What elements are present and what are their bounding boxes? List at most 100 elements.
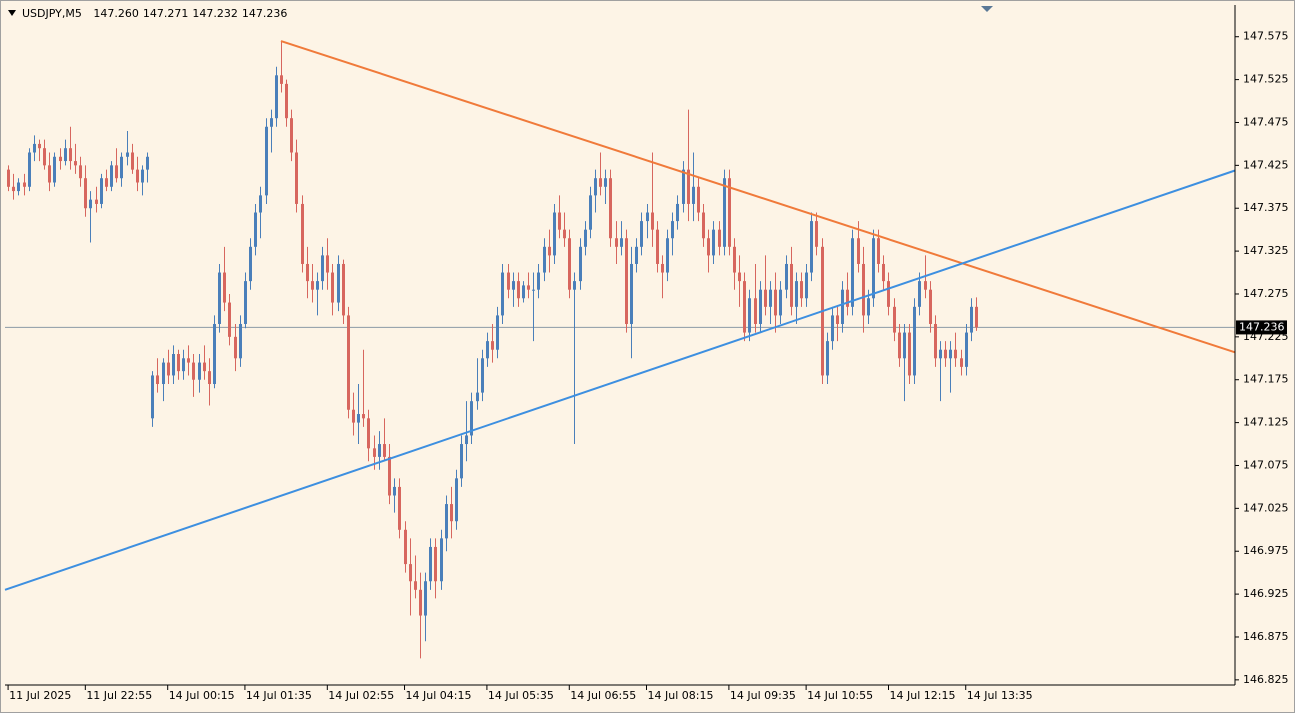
candle-body — [311, 281, 314, 290]
candle-body — [810, 221, 813, 273]
candle-body — [934, 323, 937, 359]
candle-body — [599, 178, 602, 187]
x-tick-label: 11 Jul 22:55 — [86, 689, 152, 702]
candle-body — [100, 178, 103, 204]
candle-body — [321, 255, 324, 282]
candle-body — [841, 289, 844, 324]
menu-arrow[interactable] — [8, 10, 16, 16]
header-value: 147.236 — [242, 7, 288, 20]
candle-body — [33, 143, 36, 153]
candle-body — [187, 358, 190, 363]
candle-body — [826, 341, 829, 376]
candle-body — [162, 362, 165, 385]
candle-body — [707, 238, 710, 256]
candle-body — [306, 263, 309, 282]
candle-body — [249, 246, 252, 282]
candle-body — [671, 221, 674, 239]
candle-body — [527, 285, 530, 290]
candle-body — [522, 285, 525, 299]
candle-body — [38, 143, 41, 149]
x-tick-label: 14 Jul 04:15 — [406, 689, 472, 702]
x-tick-label: 14 Jul 02:55 — [328, 689, 394, 702]
candle-body — [697, 186, 700, 213]
candle-body — [23, 182, 26, 187]
x-tick-label: 14 Jul 06:55 — [570, 689, 636, 702]
candle-body — [754, 298, 757, 324]
candle-body — [434, 546, 437, 582]
x-tick-label: 14 Jul 10:55 — [807, 689, 873, 702]
candle-body — [687, 169, 690, 204]
candle-body — [537, 272, 540, 290]
candle-body — [95, 199, 98, 204]
candle-body — [367, 418, 370, 449]
candle-body — [939, 349, 942, 359]
candle-body — [115, 165, 118, 179]
candle-body — [280, 75, 283, 84]
candle-body — [316, 281, 319, 290]
candle-body — [718, 229, 721, 247]
candle-body — [579, 246, 582, 282]
candle-body — [857, 238, 860, 264]
x-tick-label: 14 Jul 01:35 — [246, 689, 312, 702]
candle-body — [573, 281, 576, 290]
candle-body — [239, 323, 242, 359]
y-tick-label: 147.425 — [1243, 158, 1289, 171]
x-tick-label: 14 Jul 12:15 — [889, 689, 955, 702]
x-tick-label: 14 Jul 00:15 — [169, 689, 235, 702]
candle-body — [929, 289, 932, 324]
candle-body — [702, 212, 705, 239]
last-price-tag — [1236, 320, 1287, 335]
candle-body — [177, 354, 180, 372]
candle-body — [12, 186, 15, 192]
candle-body — [532, 289, 535, 291]
candle-body — [486, 341, 489, 359]
x-tick-label: 11 Jul 2025 — [9, 689, 71, 702]
candle-body — [836, 315, 839, 324]
candle-body — [69, 148, 72, 162]
candle-body — [378, 444, 381, 457]
candle-body — [53, 156, 56, 183]
candle-body — [975, 306, 978, 328]
candle-body — [779, 289, 782, 316]
candle-body — [908, 332, 911, 376]
candle-body — [898, 332, 901, 359]
candle-body — [517, 281, 520, 299]
candle-body — [563, 229, 566, 239]
y-tick-label: 147.075 — [1243, 458, 1289, 471]
candle-body — [862, 263, 865, 316]
candle-body — [646, 212, 649, 222]
candle-body — [882, 263, 885, 282]
candle-body — [795, 281, 798, 307]
candle-body — [120, 156, 123, 179]
candle-body — [455, 478, 458, 522]
x-tick-label: 14 Jul 08:15 — [648, 689, 714, 702]
x-tick-label: 14 Jul 05:35 — [488, 689, 554, 702]
y-tick-label: 147.475 — [1243, 115, 1289, 128]
candle-body — [342, 263, 345, 316]
candle-body — [105, 178, 108, 187]
candle-body — [887, 281, 890, 307]
candle-body — [924, 281, 927, 290]
candle-body — [393, 486, 396, 496]
y-tick-label: 147.275 — [1243, 287, 1289, 300]
candle-body — [352, 409, 355, 423]
candle-body — [146, 156, 149, 170]
candle-body — [558, 212, 561, 230]
candle-body — [74, 161, 77, 166]
x-tick-label: 14 Jul 13:35 — [967, 689, 1033, 702]
candle-body — [815, 221, 818, 247]
candle-body — [893, 306, 896, 333]
candle-body — [17, 182, 20, 192]
candle-body — [295, 152, 298, 204]
candle-body — [960, 358, 963, 367]
candle-body — [630, 263, 633, 324]
header-value: 147.271 — [143, 7, 189, 20]
candle-body — [640, 221, 643, 247]
candle-body — [84, 178, 87, 209]
candle-body — [414, 581, 417, 590]
candle-body — [419, 589, 422, 616]
y-tick-label: 147.175 — [1243, 373, 1289, 386]
candle-body — [738, 272, 741, 282]
candle-body — [748, 298, 751, 333]
